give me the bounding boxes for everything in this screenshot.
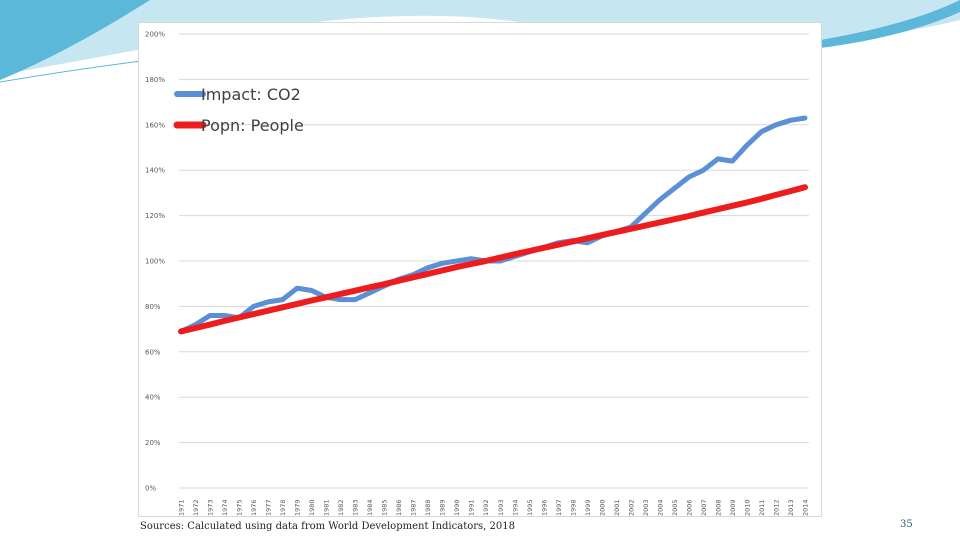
x-tick-label: 2007 bbox=[700, 499, 708, 516]
series-line-people bbox=[178, 184, 808, 335]
x-tick-label: 1985 bbox=[381, 499, 389, 516]
x-tick-label: 1988 bbox=[424, 499, 432, 516]
x-tick-label: 1999 bbox=[584, 499, 592, 516]
source-note: Sources: Calculated using data from Worl… bbox=[140, 521, 515, 532]
x-tick-label: 2008 bbox=[714, 499, 722, 516]
y-tick-label: 20% bbox=[145, 439, 161, 447]
y-axis-ticks: 0% 20% 40% 60% 80% 100% 120% 140% 160% 180% 200% bbox=[145, 31, 165, 493]
x-tick-label: 1979 bbox=[294, 499, 302, 516]
x-tick-label: 1984 bbox=[366, 499, 374, 516]
y-tick-label: 100% bbox=[145, 258, 165, 266]
x-tick-label: 1981 bbox=[323, 499, 331, 516]
x-tick-label: 2014 bbox=[802, 499, 810, 516]
legend-label: Popn: People bbox=[201, 116, 304, 135]
y-tick-label: 0% bbox=[145, 485, 156, 493]
y-tick-label: 180% bbox=[145, 76, 165, 84]
y-tick-label: 60% bbox=[145, 348, 161, 356]
line-chart: 0% 20% 40% 60% 80% 100% 120% 140% 160% 180% 200% 1… bbox=[145, 31, 810, 517]
header-swoosh-right bbox=[820, 0, 960, 48]
y-tick-label: 120% bbox=[145, 212, 165, 220]
x-tick-label: 1996 bbox=[540, 499, 548, 516]
x-tick-label: 1977 bbox=[265, 499, 273, 516]
x-axis-ticks: 1971 1972 1973 1974 1975 1976 1977 1978 1979 1980… bbox=[178, 499, 810, 516]
x-tick-label: 1995 bbox=[526, 499, 534, 516]
y-tick-label: 80% bbox=[145, 303, 161, 311]
x-tick-label: 1998 bbox=[569, 499, 577, 516]
header-swoosh-dark bbox=[0, 0, 150, 80]
x-tick-label: 1986 bbox=[395, 499, 403, 516]
y-tick-label: 140% bbox=[145, 167, 165, 175]
x-tick-label: 2011 bbox=[758, 499, 766, 516]
x-tick-label: 1991 bbox=[468, 499, 476, 516]
x-tick-label: 1975 bbox=[236, 499, 244, 516]
y-tick-label: 160% bbox=[145, 121, 165, 129]
x-tick-label: 2005 bbox=[671, 499, 679, 516]
x-tick-label: 1993 bbox=[497, 499, 505, 516]
x-tick-label: 2002 bbox=[627, 499, 635, 516]
x-tick-label: 2000 bbox=[598, 499, 606, 516]
y-tick-label: 40% bbox=[145, 394, 161, 402]
x-tick-label: 1989 bbox=[439, 499, 447, 516]
y-tick-label: 200% bbox=[145, 31, 165, 39]
header-swoosh-light bbox=[0, 0, 960, 75]
x-tick-label: 1976 bbox=[250, 499, 258, 516]
x-tick-label: 2010 bbox=[743, 499, 751, 516]
legend-label: Impact: CO2 bbox=[201, 85, 301, 104]
x-tick-label: 2004 bbox=[656, 499, 664, 516]
x-tick-label: 1983 bbox=[352, 499, 360, 516]
x-tick-label: 2013 bbox=[787, 499, 795, 516]
x-tick-label: 1972 bbox=[192, 499, 200, 516]
x-tick-label: 1982 bbox=[337, 499, 345, 516]
x-tick-label: 1997 bbox=[555, 499, 563, 516]
x-tick-label: 2012 bbox=[772, 499, 780, 516]
chart-panel: 0% 20% 40% 60% 80% 100% 120% 140% 160% 180% 200% 1… bbox=[138, 22, 822, 517]
page-number: 35 bbox=[900, 519, 913, 530]
x-tick-label: 1980 bbox=[308, 499, 316, 516]
series-line-co2 bbox=[178, 115, 808, 334]
x-tick-label: 1971 bbox=[178, 499, 186, 516]
x-tick-label: 2003 bbox=[642, 499, 650, 516]
x-tick-label: 1992 bbox=[482, 499, 490, 516]
x-tick-label: 1990 bbox=[453, 499, 461, 516]
x-tick-label: 2006 bbox=[685, 499, 693, 516]
legend: Impact: CO2 Popn: People bbox=[173, 85, 304, 135]
x-tick-label: 2001 bbox=[613, 499, 621, 516]
x-tick-label: 1987 bbox=[410, 499, 418, 516]
x-tick-label: 1974 bbox=[221, 499, 229, 516]
x-tick-label: 2009 bbox=[729, 499, 737, 516]
x-tick-label: 1978 bbox=[279, 499, 287, 516]
series-lines bbox=[178, 115, 808, 335]
x-tick-label: 1994 bbox=[511, 499, 519, 516]
x-tick-label: 1973 bbox=[207, 499, 215, 516]
